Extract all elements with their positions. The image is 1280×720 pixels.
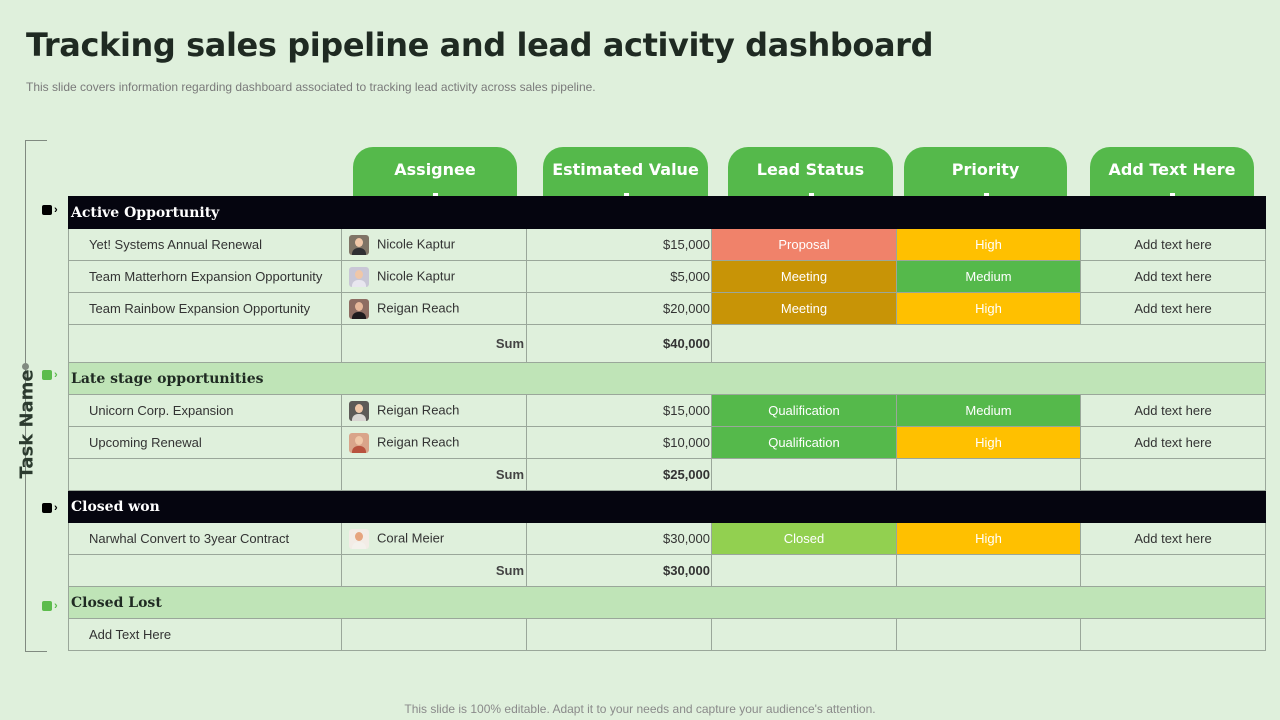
task-cell: Team Matterhorn Expansion Opportunity xyxy=(68,260,342,293)
status-cell: Closed xyxy=(711,522,897,555)
table-row: Unicorn Corp. Expansion Reigan Reach $15… xyxy=(68,394,1267,427)
column-header-lead-status: Lead Status xyxy=(728,147,893,198)
section-header-row: Late stage opportunities xyxy=(67,362,1267,395)
assignee-cell: Coral Meier xyxy=(341,522,527,555)
sum-row: Sum $40,000 xyxy=(68,324,1267,363)
section-header-row: Active Opportunity xyxy=(67,196,1267,229)
section-title: Late stage opportunities xyxy=(67,362,1267,395)
page-title: Tracking sales pipeline and lead activit… xyxy=(26,26,934,64)
value-cell: $10,000 xyxy=(526,426,712,459)
table-row: Team Rainbow Expansion Opportunity Reiga… xyxy=(68,292,1267,325)
column-header-estimated-value: Estimated Value xyxy=(543,147,708,198)
sum-label: Sum xyxy=(341,324,527,363)
footer-note: This slide is 100% editable. Adapt it to… xyxy=(404,702,876,716)
value-cell: $30,000 xyxy=(526,522,712,555)
section-marker-closed-lost xyxy=(42,601,52,611)
task-cell: Team Rainbow Expansion Opportunity xyxy=(68,292,342,325)
status-cell: Meeting xyxy=(711,260,897,293)
priority-cell: High xyxy=(896,228,1081,261)
assignee-cell: Reigan Reach xyxy=(341,292,527,325)
sum-label: Sum xyxy=(341,458,527,491)
section-header-row: Closed won xyxy=(67,490,1267,523)
add-text-cell[interactable]: Add text here xyxy=(1079,394,1267,427)
assignee-cell: Nicole Kaptur xyxy=(341,260,527,293)
add-text-cell[interactable]: Add text here xyxy=(1079,292,1267,325)
value-cell: $15,000 xyxy=(526,228,712,261)
sum-value: $25,000 xyxy=(526,458,712,491)
status-cell: Meeting xyxy=(711,292,897,325)
task-cell: Narwhal Convert to 3year Contract xyxy=(68,522,342,555)
task-rail-bracket xyxy=(25,140,47,652)
section-title: Closed won xyxy=(67,490,1267,523)
status-cell: Qualification xyxy=(711,426,897,459)
chevron-right-icon: › xyxy=(54,502,58,514)
task-cell[interactable]: Add Text Here xyxy=(68,618,342,651)
pipeline-table: Active Opportunity Yet! Systems Annual R… xyxy=(67,196,1267,651)
page-subtitle: This slide covers information regarding … xyxy=(26,80,596,94)
priority-cell: Medium xyxy=(896,394,1081,427)
person-avatar-icon xyxy=(349,528,369,549)
sum-value: $40,000 xyxy=(526,324,712,363)
section-header-row: Closed Lost xyxy=(67,586,1267,619)
task-name-label: Task Name xyxy=(16,369,38,479)
table-row: Upcoming Renewal Reigan Reach $10,000 Qu… xyxy=(68,426,1267,459)
task-cell: Upcoming Renewal xyxy=(68,426,342,459)
section-marker-closed-won xyxy=(42,503,52,513)
person-avatar-icon xyxy=(349,266,369,287)
add-text-cell[interactable]: Add text here xyxy=(1079,260,1267,293)
status-cell: Proposal xyxy=(711,228,897,261)
assignee-cell: Reigan Reach xyxy=(341,426,527,459)
sum-row: Sum $25,000 xyxy=(68,458,1267,491)
person-avatar-icon xyxy=(349,234,369,255)
section-marker-late-stage xyxy=(42,370,52,380)
sum-value: $30,000 xyxy=(526,554,712,587)
table-row: Team Matterhorn Expansion Opportunity Ni… xyxy=(68,260,1267,293)
add-text-cell[interactable]: Add text here xyxy=(1079,522,1267,555)
assignee-cell: Reigan Reach xyxy=(341,394,527,427)
priority-cell: High xyxy=(896,292,1081,325)
column-header-add-text: Add Text Here xyxy=(1090,147,1254,198)
add-text-cell[interactable]: Add text here xyxy=(1079,228,1267,261)
section-title: Active Opportunity xyxy=(67,196,1267,229)
person-avatar-icon xyxy=(349,432,369,453)
person-avatar-icon xyxy=(349,400,369,421)
table-row: Narwhal Convert to 3year Contract Coral … xyxy=(68,522,1267,555)
value-cell: $5,000 xyxy=(526,260,712,293)
task-rail-dot xyxy=(22,363,29,370)
assignee-cell: Nicole Kaptur xyxy=(341,228,527,261)
sum-row: Sum $30,000 xyxy=(68,554,1267,587)
task-cell: Unicorn Corp. Expansion xyxy=(68,394,342,427)
chevron-right-icon: › xyxy=(54,600,58,612)
table-row: Yet! Systems Annual Renewal Nicole Kaptu… xyxy=(68,228,1267,261)
column-header-priority: Priority xyxy=(904,147,1067,198)
add-text-cell[interactable]: Add text here xyxy=(1079,426,1267,459)
status-cell: Qualification xyxy=(711,394,897,427)
person-avatar-icon xyxy=(349,298,369,319)
task-cell: Yet! Systems Annual Renewal xyxy=(68,228,342,261)
column-header-assignee: Assignee xyxy=(353,147,517,198)
chevron-right-icon: › xyxy=(54,204,58,216)
priority-cell: High xyxy=(896,426,1081,459)
priority-cell: Medium xyxy=(896,260,1081,293)
value-cell: $20,000 xyxy=(526,292,712,325)
priority-cell: High xyxy=(896,522,1081,555)
sum-label: Sum xyxy=(341,554,527,587)
table-row: Add Text Here xyxy=(68,618,1267,651)
section-marker-active-opportunity xyxy=(42,205,52,215)
value-cell: $15,000 xyxy=(526,394,712,427)
chevron-right-icon: › xyxy=(54,369,58,381)
section-title: Closed Lost xyxy=(67,586,1267,619)
